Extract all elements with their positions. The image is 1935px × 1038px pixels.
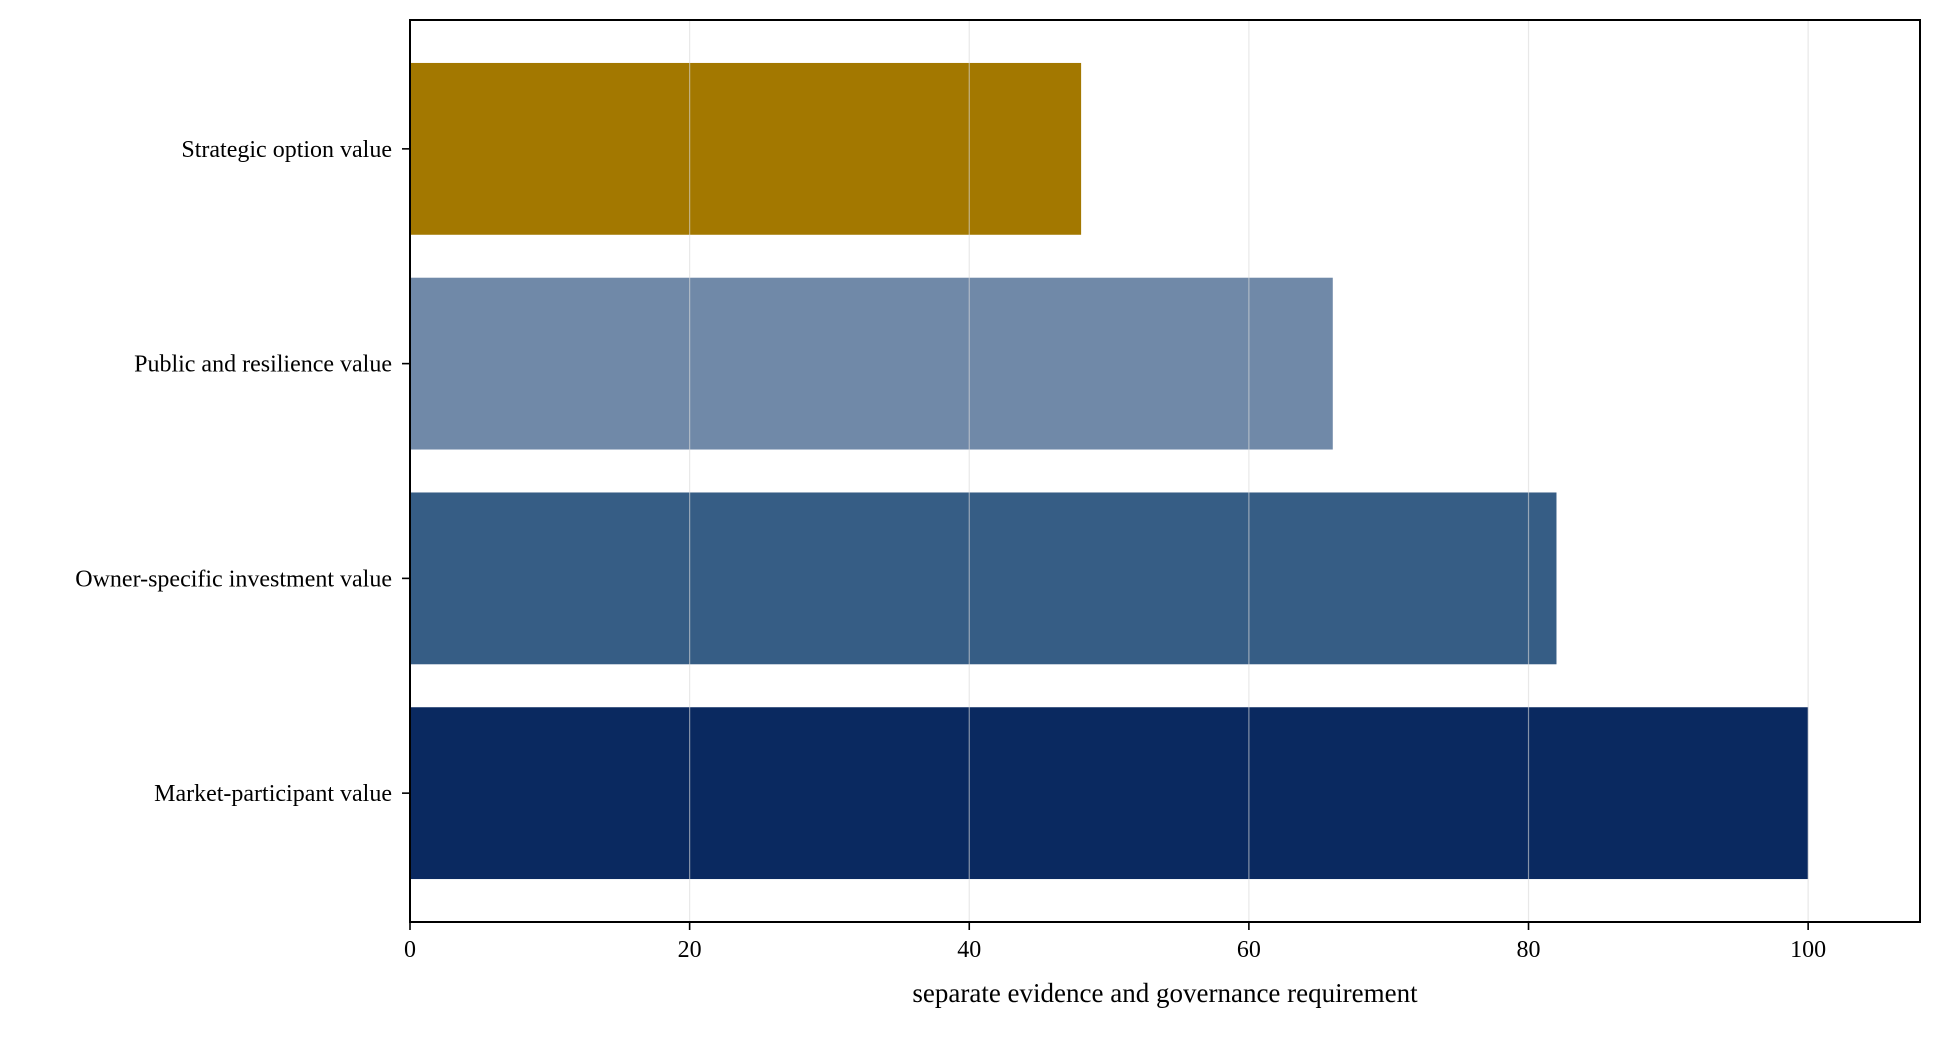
x-axis-title: separate evidence and governance require… — [912, 978, 1418, 1008]
x-tick-label-4: 80 — [1517, 937, 1541, 963]
y-axis-ticks: Market-participant value Owner-specific i… — [75, 137, 410, 807]
bar-3 — [410, 62, 1082, 235]
bar-2 — [410, 277, 1333, 450]
x-tick-label-5: 100 — [1790, 937, 1826, 963]
bars — [410, 62, 1809, 880]
bar-1 — [410, 492, 1557, 665]
y-tick-label-2: Public and resilience value — [134, 352, 392, 378]
x-axis-ticks: 0 20 40 60 80 100 — [404, 922, 1826, 963]
y-tick-label-1: Owner-specific investment value — [75, 566, 392, 592]
gridlines — [689, 20, 1809, 922]
y-tick-label-3: Strategic option value — [181, 137, 392, 163]
plot-frame — [409, 19, 1921, 923]
x-tick-label-1: 20 — [678, 937, 702, 963]
bar-0 — [410, 707, 1809, 880]
x-tick-label-0: 0 — [404, 937, 416, 963]
x-tick-label-2: 40 — [957, 937, 981, 963]
y-tick-label-0: Market-participant value — [154, 781, 392, 807]
x-tick-label-3: 60 — [1237, 937, 1261, 963]
